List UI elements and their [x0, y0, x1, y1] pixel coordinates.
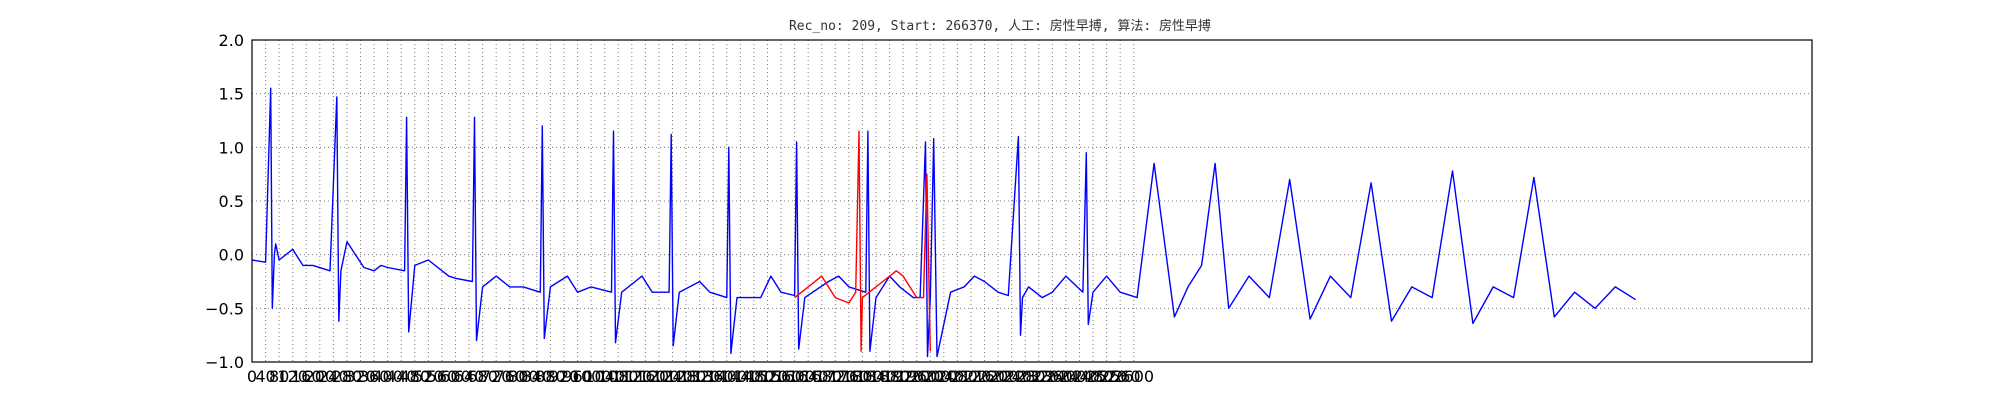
x-tick-label: 2320	[1018, 367, 1059, 386]
x-tick-label: 1560	[761, 367, 802, 386]
x-tick-label: 1400	[706, 367, 747, 386]
x-tick-label: 480	[400, 367, 431, 386]
x-tick-label: 640	[454, 367, 485, 386]
x-tick-label: 800	[508, 367, 539, 386]
x-tick-label: 1320	[679, 367, 720, 386]
ecg-series-line-2	[929, 135, 1637, 358]
x-tick-label: 80	[269, 367, 289, 386]
x-tick-label: 1960	[896, 367, 937, 386]
x-tick-label: 2280	[1005, 367, 1046, 386]
x-tick-label: 880	[535, 367, 566, 386]
x-tick-label: 1360	[693, 367, 734, 386]
y-tick-label: −0.5	[205, 299, 244, 318]
x-tick-label: 520	[413, 367, 444, 386]
plot-frame	[251, 39, 1813, 363]
x-tick-label: 2360	[1032, 367, 1073, 386]
x-tick-label: 2160	[964, 367, 1005, 386]
x-tick-label: 2200	[978, 367, 1019, 386]
x-tick-label: 400	[372, 367, 403, 386]
x-tick-label: 1160	[625, 367, 666, 386]
x-tick-label: 1000	[571, 367, 612, 386]
x-tick-label: 360	[359, 367, 390, 386]
y-tick-label: 1.0	[219, 138, 244, 157]
x-tick-label: 920	[549, 367, 580, 386]
ecg-series-line-0	[251, 87, 931, 358]
x-tick-label: 1920	[883, 367, 924, 386]
x-tick-label: 600	[440, 367, 471, 386]
x-tick-label: 1840	[856, 367, 897, 386]
x-tick-label: 440	[386, 367, 417, 386]
x-tick-label: 1240	[652, 367, 693, 386]
x-tick-label: 1520	[747, 367, 788, 386]
ecg-series-line-1	[794, 130, 931, 352]
x-tick-label: 2480	[1073, 367, 1114, 386]
x-tick-label: 1720	[815, 367, 856, 386]
y-tick-label: 1.5	[219, 85, 244, 104]
x-tick-label: 960	[562, 367, 593, 386]
x-tick-label: 0	[247, 367, 257, 386]
x-tick-label: 1640	[788, 367, 829, 386]
chart-title: Rec_no: 209, Start: 266370, 人工: 房性早搏, 算法…	[789, 18, 1211, 34]
x-tick-label: 1760	[829, 367, 870, 386]
x-tick-label: 1600	[774, 367, 815, 386]
x-tick-label: 1040	[584, 367, 625, 386]
x-tick-label: 720	[481, 367, 512, 386]
y-tick-labels: −1.0 −0.5 0.0 0.5 1.0 1.5 2.0	[205, 31, 244, 372]
x-tick-label: 2080	[937, 367, 978, 386]
y-tick-label: 2.0	[219, 31, 244, 50]
x-tick-label: 560	[427, 367, 458, 386]
x-tick-label: 680	[467, 367, 498, 386]
x-tick-label: 1120	[611, 367, 652, 386]
x-tick-label: 200	[305, 367, 336, 386]
x-tick-label: 1680	[801, 367, 842, 386]
x-tick-label: 840	[522, 367, 553, 386]
x-tick-label: 120	[277, 367, 308, 386]
x-tick-label: 2440	[1059, 367, 1100, 386]
y-tick-label: 0.0	[219, 246, 244, 265]
series-layer	[251, 87, 1637, 358]
x-tick-label: 1080	[598, 367, 639, 386]
x-tick-label: 2000	[910, 367, 951, 386]
x-tick-label: 2240	[991, 367, 1032, 386]
grid-layer	[252, 40, 1812, 362]
x-tick-label: 1200	[639, 367, 680, 386]
x-tick-label: 2120	[951, 367, 992, 386]
x-tick-label: 1440	[720, 367, 761, 386]
x-tick-label: 240	[318, 367, 349, 386]
x-tick-label: 2520	[1086, 367, 1127, 386]
x-tick-label: 1800	[842, 367, 883, 386]
y-tick-label: 0.5	[219, 192, 244, 211]
x-tick-label: 2400	[1046, 367, 1087, 386]
x-tick-label: 1480	[734, 367, 775, 386]
x-tick-label: 280	[332, 367, 363, 386]
x-tick-label: 2040	[923, 367, 964, 386]
x-tick-label: 1280	[666, 367, 707, 386]
x-tick-labels: 0408012016020024028032036040044048052056…	[247, 367, 1154, 386]
y-tick-label: −1.0	[205, 353, 244, 372]
x-tick-label: 2560	[1100, 367, 1141, 386]
x-tick-label: 760	[494, 367, 525, 386]
x-tick-label: 2600	[1113, 367, 1154, 386]
x-tick-label: 160	[291, 367, 322, 386]
x-tick-label: 1880	[869, 367, 910, 386]
x-tick-label: 40	[255, 367, 275, 386]
x-tick-label: 320	[345, 367, 376, 386]
